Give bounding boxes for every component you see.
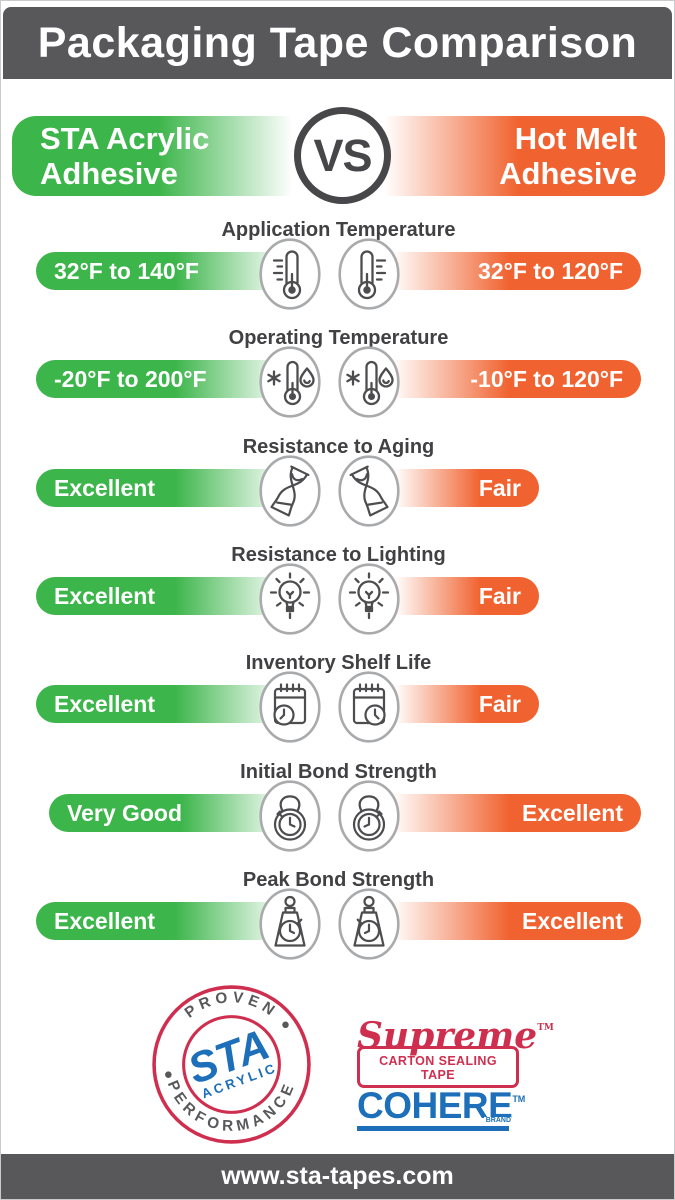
row-title: Operating Temperature (228, 327, 449, 349)
sta-value-bar: Excellent (36, 469, 288, 507)
hot-melt-value-bar: Excellent (389, 794, 641, 832)
vs-badge: VS (294, 107, 391, 204)
page-title: Packaging Tape Comparison (37, 18, 638, 67)
hot-melt-value: Excellent (522, 800, 623, 826)
comparison-row: Application Temperature 32°F to 140°F 32… (1, 219, 674, 327)
cohere-tm: TM (512, 1094, 526, 1104)
sta-value: Excellent (54, 475, 155, 501)
sta-banner-line2: Adhesive (40, 156, 178, 191)
hot-melt-value: -10°F to 120°F (470, 366, 623, 392)
supreme-logo: SupremeTM CARTON SEALING TAPE (357, 1009, 554, 1088)
sta-acrylic-banner: STA Acrylic Adhesive (12, 116, 293, 196)
row-icons (258, 887, 401, 961)
supreme-wordmark: SupremeTM (357, 1015, 554, 1057)
row-icons (258, 779, 401, 853)
hot-melt-value-bar: Excellent (389, 902, 641, 940)
hourglass-icon (258, 454, 322, 528)
supreme-tm: TM (537, 1023, 554, 1033)
sta-value: 32°F to 140°F (54, 258, 199, 284)
footer-bar: www.sta-tapes.com (1, 1154, 674, 1199)
sta-banner-line1: STA Acrylic (40, 121, 210, 156)
thermometer-hot-cold-icon (258, 345, 322, 419)
vs-label: VS (313, 129, 372, 181)
thermometer-hot-cold-icon (337, 345, 401, 419)
sta-value-bar: Excellent (36, 685, 288, 723)
comparison-row: Operating Temperature -20°F to 200°F -10… (1, 327, 674, 435)
sta-value: Excellent (54, 583, 155, 609)
calendar-clock-icon (258, 670, 322, 744)
cohere-underline: BRAND (357, 1117, 511, 1131)
stamp-dot-left (165, 1071, 172, 1078)
row-icons (258, 454, 401, 528)
comparison-row: Resistance to Aging Excellent Fair (1, 436, 674, 544)
row-title: Inventory Shelf Life (245, 652, 432, 674)
hot-melt-value-bar: Fair (393, 469, 539, 507)
stamp-dot-right (282, 1021, 289, 1029)
row-title: Resistance to Aging (242, 436, 435, 458)
cohere-logo: COHERETM BRAND (357, 1081, 525, 1131)
weight-stopwatch-icon (337, 779, 401, 853)
row-icons (258, 670, 401, 744)
supreme-tagline: CARTON SEALING TAPE (357, 1046, 519, 1088)
hot-melt-value: Fair (478, 691, 521, 717)
calendar-clock-icon (337, 670, 401, 744)
hourglass-icon (337, 454, 401, 528)
row-title: Peak Bond Strength (242, 869, 435, 891)
hot-melt-value: Fair (478, 583, 521, 609)
hot-melt-value-bar: Fair (393, 577, 539, 615)
header-bar: Packaging Tape Comparison (3, 7, 672, 79)
hot-melt-banner-line1: Hot Melt (514, 121, 637, 156)
proven-performance-stamp: PROVEN PERFORMANCE STA ACRYLIC (152, 985, 311, 1144)
comparison-row: Peak Bond Strength Excellent Excellent (1, 869, 674, 977)
hot-melt-banner: Hot Melt Adhesive (384, 116, 665, 196)
light-bulb-icon (258, 562, 322, 636)
row-title: Initial Bond Strength (240, 761, 437, 783)
website-url: www.sta-tapes.com (221, 1162, 454, 1190)
hot-melt-value: 32°F to 120°F (478, 258, 623, 284)
sta-value-bar: Excellent (36, 577, 288, 615)
row-icons (258, 237, 401, 311)
hot-melt-value-bar: 32°F to 120°F (389, 252, 641, 290)
light-bulb-icon (337, 562, 401, 636)
hot-melt-value: Excellent (522, 908, 623, 934)
sta-value: Very Good (67, 800, 183, 826)
sta-value-bar: -20°F to 200°F (36, 360, 288, 398)
comparison-row: Initial Bond Strength Very Good Excellen… (1, 761, 674, 869)
sta-value-bar: Very Good (49, 794, 288, 832)
sta-value: Excellent (54, 691, 155, 717)
scale-weight-stopwatch-icon (258, 887, 322, 961)
cohere-brand-label: BRAND (483, 1117, 511, 1124)
row-title: Application Temperature (221, 219, 456, 241)
hot-melt-banner-line2: Adhesive (499, 156, 637, 191)
hot-melt-value: Fair (478, 475, 521, 501)
scale-weight-stopwatch-icon (337, 887, 401, 961)
sta-value: Excellent (54, 908, 155, 934)
thermometer-icon (258, 237, 322, 311)
row-icons (258, 345, 401, 419)
sta-value-bar: Excellent (36, 902, 288, 940)
thermometer-icon (337, 237, 401, 311)
weight-stopwatch-icon (258, 779, 322, 853)
sta-value: -20°F to 200°F (54, 366, 207, 392)
row-title: Resistance to Lighting (231, 544, 446, 566)
sta-value-bar: 32°F to 140°F (36, 252, 288, 290)
comparison-row: Inventory Shelf Life Excellent Fair (1, 652, 674, 760)
hot-melt-value-bar: -10°F to 120°F (389, 360, 641, 398)
hot-melt-value-bar: Fair (393, 685, 539, 723)
comparison-row: Resistance to Lighting Excellent Fair (1, 544, 674, 652)
row-icons (258, 562, 401, 636)
